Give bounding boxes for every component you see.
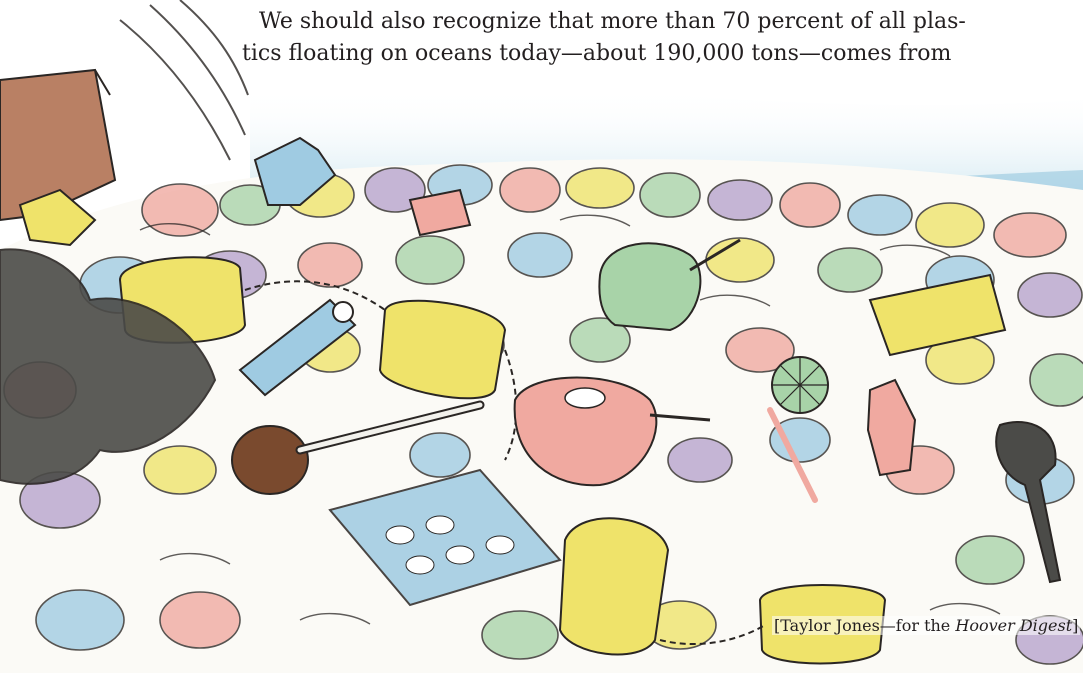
- article-line-1: We should also recognize that more than …: [259, 9, 966, 34]
- credit-author: Taylor Jones: [780, 616, 880, 635]
- spatula: [995, 420, 1062, 584]
- garbage-bag: [0, 248, 217, 485]
- cardboard-box: [0, 68, 117, 222]
- pink-kettle: [513, 376, 658, 487]
- lampshade: [868, 273, 1007, 357]
- credit-close-bracket: ]: [1072, 616, 1079, 635]
- egg-crate: [328, 468, 562, 607]
- buoys: [118, 256, 887, 665]
- motion-strokes: [119, 0, 249, 161]
- credit-dash: —for the: [879, 616, 956, 635]
- buoy-bottom: [558, 517, 670, 656]
- credit-publication: Hoover Digest: [955, 616, 1073, 635]
- watering-can: [598, 242, 702, 332]
- bottle-blue-mid: [238, 298, 357, 397]
- sketch-lines: [139, 214, 1001, 625]
- bottle-pink-right: [866, 378, 917, 477]
- bottle-yellow-left: [18, 188, 97, 247]
- illustration-credit: [Taylor Jones—for the Hoover Digest]: [772, 616, 1081, 635]
- lime-slice: [771, 356, 829, 414]
- bottles: [18, 136, 917, 477]
- buoy-center: [378, 299, 507, 400]
- plunger: [231, 400, 485, 495]
- toothbrush: [767, 407, 818, 503]
- bottle-center: [408, 188, 472, 237]
- article-line-2: tics floating on oceans today—about 190,…: [242, 41, 952, 66]
- credit-open-bracket: [: [774, 616, 781, 635]
- bottle-blue-top: [253, 136, 337, 206]
